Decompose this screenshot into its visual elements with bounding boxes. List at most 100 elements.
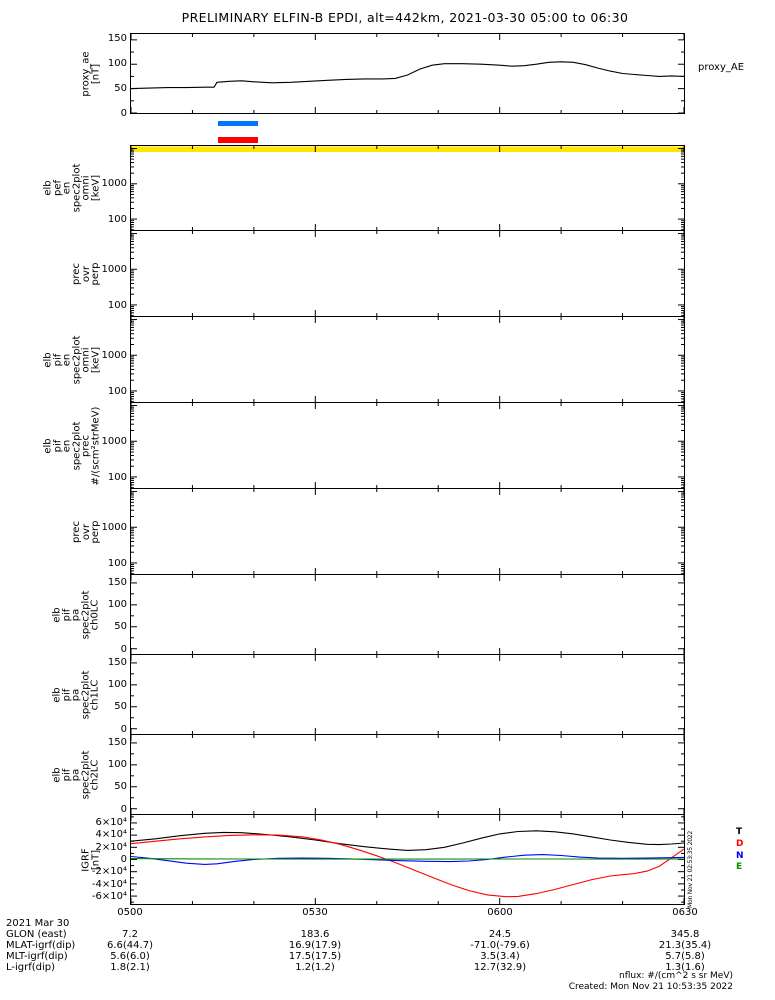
panel-proxy-ae [130, 33, 685, 114]
science-zone-bar-blue [218, 121, 258, 126]
y-tick-label: 1000 [101, 435, 127, 447]
igrf-legend-D: D [736, 839, 744, 849]
panel-label-line: #/(scm²strMeV) [89, 406, 101, 486]
plot-title: PRELIMINARY ELFIN-B EPDI, alt=442km, 202… [181, 10, 629, 25]
panel-label-line: ch0LC [89, 599, 101, 631]
panel-canvas-prec_ovr_perp_a [131, 231, 684, 316]
bottom-row-value: 16.9(17.9) [288, 940, 342, 951]
y-tick-label: 1000 [101, 349, 127, 361]
created-note: Created: Mon Nov 21 10:53:35 2022 [568, 982, 733, 992]
panel-left-label-elb_pif_en_spec2plot_omni: elb pif en spec2plot omni [keV] [42, 336, 101, 385]
panel-canvas-elb_pif_pa_spec2plot_ch0LC [131, 575, 684, 654]
panel-label-line: en [61, 353, 72, 367]
y-tick-label: 6×10⁴ [95, 817, 127, 828]
panel-canvas-elb_pif_pa_spec2plot_ch2LC [131, 735, 684, 814]
bottom-row-value: 183.6 [300, 929, 330, 940]
y-tick-label: 150 [107, 577, 127, 588]
y-tick-label: 50 [114, 781, 127, 793]
bottom-row-value: 5.7(5.8) [665, 951, 705, 962]
igrf-legend-N: N [736, 851, 744, 861]
panel-left-label-prec_ovr_perp_a: prec ovr perp [71, 262, 101, 286]
panel-left-label-elb_pef_en_spec2plot_omni: elb pef en spec2plot omni [keV] [42, 164, 101, 213]
bottom-row-label: L-igrf(dip) [6, 962, 56, 973]
igrf-legend-T: T [736, 827, 743, 837]
panel-label-line: en [61, 181, 72, 195]
y-tick-label: 150 [107, 33, 127, 44]
bottom-row-value: 5.6(6.0) [110, 951, 150, 962]
y-tick-label: 0 [120, 854, 127, 865]
y-tick-label: 1000 [101, 177, 127, 189]
panel-label-line: omni [80, 175, 91, 201]
panel-prec-ovr-perp-1 [130, 231, 685, 317]
bottom-row-value: 6.6(44.7) [107, 940, 153, 951]
bottom-row-label: MLAT-igrf(dip) [6, 940, 76, 951]
y-tick-label: 100 [107, 213, 127, 225]
panel-canvas-elb_pif_en_spec2plot_prec [131, 403, 684, 488]
y-tick-label: 0 [120, 108, 127, 119]
y-tick-label: 50 [114, 621, 127, 633]
panel-pa-ch0lc [130, 575, 685, 655]
y-tick-label: 4×10⁴ [95, 829, 127, 841]
panel-label-line: perp [89, 520, 101, 544]
panel-label-line: [nT] [89, 63, 101, 84]
y-tick-label: 1000 [101, 521, 127, 533]
x-tick-label: 0600 [487, 907, 513, 918]
panel-label-line: prec [70, 521, 82, 543]
panel-pif-en-omni [130, 317, 685, 403]
panel-label-line: [keV] [89, 346, 101, 374]
date-label: 2021 Mar 30 [6, 918, 70, 929]
bottom-row-value: 17.5(17.5) [288, 951, 342, 962]
y-tick-label: 0 [120, 643, 127, 655]
bottom-row-value: -71.0(-79.6) [470, 940, 530, 951]
panel-label-line: [nT] [89, 849, 101, 871]
bottom-row-value: 7.2 [122, 929, 138, 940]
bottom-row-value: 345.8 [670, 929, 700, 940]
panel-label-line: en [61, 439, 72, 453]
bottom-row-value: 24.5 [488, 929, 512, 940]
panel-label-line: elb [42, 180, 53, 196]
y-tick-label: 0 [120, 803, 127, 815]
panel-canvas-elb_pif_pa_spec2plot_ch1LC [131, 655, 684, 734]
y-tick-label: 100 [107, 759, 127, 771]
panel-pa-ch1lc [130, 655, 685, 735]
panel-left-label-elb_pif_pa_spec2plot_ch1LC: elb pif pa spec2plot ch1LC [52, 671, 101, 720]
y-tick-label: 100 [107, 385, 127, 397]
y-tick-label: 100 [107, 599, 127, 611]
panel-label-line: perp [89, 262, 101, 286]
panel-label-line: proxy_ae [80, 50, 91, 97]
panel-label-line: elb [42, 352, 53, 368]
y-tick-label: 150 [107, 737, 127, 748]
bottom-row-value: 3.5(3.4) [480, 951, 520, 962]
y-tick-label: 1000 [101, 263, 127, 275]
bottom-row-value: 1.3(1.6) [665, 962, 705, 973]
panel-label-line: elb [42, 438, 53, 454]
panel-canvas-elb_pif_en_spec2plot_omni [131, 317, 684, 402]
panel-prec-ovr-perp-2 [130, 489, 685, 575]
panel-left-label-elb_pif_pa_spec2plot_ch2LC: elb pif pa spec2plot ch2LC [52, 751, 101, 800]
panel-pa-ch2lc [130, 735, 685, 815]
panel-left-label-elb_pif_en_spec2plot_prec: elb pif en spec2plot prec #/(scm²strMeV) [42, 406, 101, 486]
panel-canvas-proxy_ae [131, 34, 684, 113]
panel-left-label-elb_pif_pa_spec2plot_ch0LC: elb pif pa spec2plot ch0LC [52, 591, 101, 640]
panel-canvas-prec_ovr_perp_b [131, 489, 684, 574]
bottom-row-value: 1.2(1.2) [295, 962, 335, 973]
panel-label-line: [keV] [89, 174, 101, 202]
panel-igrf [130, 815, 685, 905]
panel-label-line: ch2LC [89, 759, 101, 791]
panel-label-line: omni [80, 347, 91, 373]
x-tick-label: 0500 [117, 907, 143, 918]
x-tick-label: 0630 [672, 907, 698, 918]
bottom-row-value: 1.8(2.1) [110, 962, 150, 973]
y-tick-label: 100 [107, 299, 127, 311]
y-tick-label: 100 [107, 557, 127, 569]
nflux-note: nflux: #/(cm^2 s sr MeV) [619, 971, 733, 981]
y-tick-label: 100 [107, 471, 127, 483]
y-tick-label: 50 [114, 83, 127, 94]
y-tick-label: 100 [107, 58, 127, 69]
y-tick-label: 0 [120, 723, 127, 735]
y-tick-label: -4×10⁴ [91, 878, 127, 890]
panel-left-label-igrf: IGRF [nT] [80, 848, 101, 871]
proxy-ae-right-label: proxy_AE [698, 62, 745, 73]
panel-left-label-proxy_ae: proxy_ae [nT] [80, 50, 101, 97]
